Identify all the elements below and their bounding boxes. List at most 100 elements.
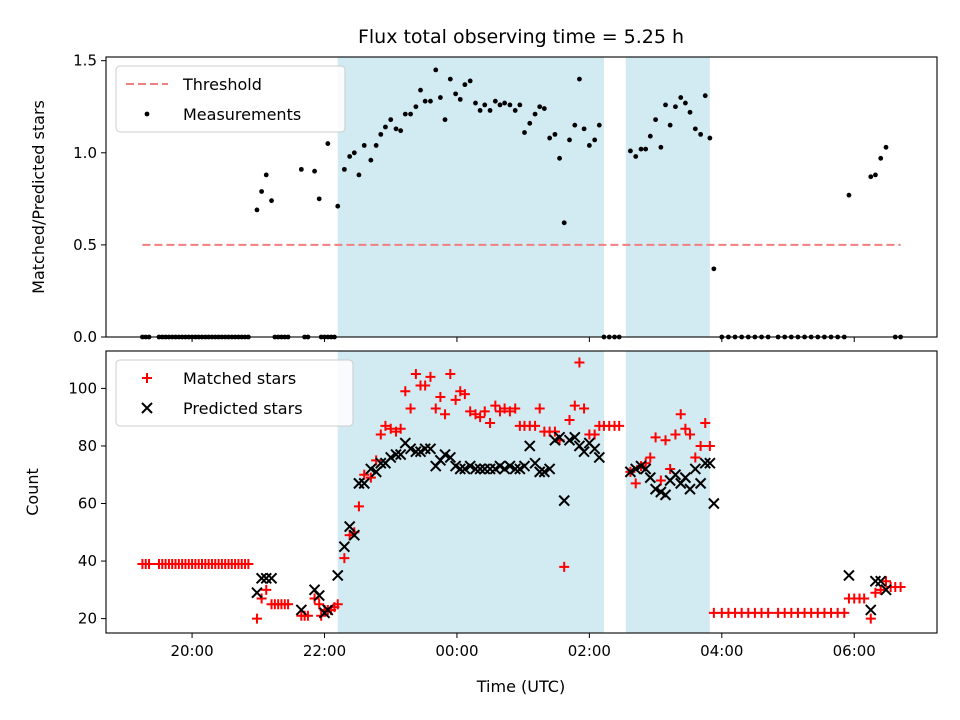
measurement-point: [341, 166, 347, 172]
measurement-point: [707, 135, 713, 141]
y-tick-label: 80: [78, 437, 97, 455]
predicted-star-point: [365, 463, 377, 475]
x-axis-title: Time (UTC): [476, 677, 565, 696]
matched-star-point: [655, 475, 666, 486]
measurement-point: [628, 148, 633, 154]
measurement-point: [541, 106, 547, 111]
measurement-point: [453, 91, 459, 97]
legend-0: Threshold Measurements: [115, 65, 346, 133]
measurement-point: [507, 102, 513, 108]
measurement-point: [581, 126, 587, 132]
predicted-star-point: [644, 471, 656, 484]
measurement-point: [316, 196, 322, 202]
measurement-point: [418, 87, 423, 93]
predicted-star-point: [343, 520, 356, 533]
predicted-star-point: [504, 460, 516, 472]
measurement-point: [447, 76, 453, 82]
measurement-point: [692, 126, 698, 132]
predicted-star-point: [875, 575, 887, 587]
ratio-panel: 0.0 0.5 1.0 1.5 Matched/Predicted stars Thres…: [29, 52, 938, 346]
measurement-point: [592, 137, 598, 143]
measurement-point: [702, 93, 708, 99]
matched-star-point: [763, 607, 774, 618]
measurement-point: [883, 144, 889, 150]
measurement-point: [878, 155, 884, 161]
predicted-star-point: [624, 466, 637, 478]
legend-1: Matched stars Predicted stars: [115, 359, 354, 427]
predicted-star-point: [679, 471, 692, 484]
measurement-point: [373, 143, 379, 148]
series-markers-0: [140, 67, 903, 340]
predicted-star-point: [699, 457, 711, 469]
matched-star-point: [504, 406, 515, 417]
y-tick-label: 40: [78, 552, 97, 570]
predicted-star-point: [358, 477, 370, 490]
measurement-point: [673, 104, 678, 110]
predicted-star-point: [630, 463, 642, 475]
matched-star-point: [680, 423, 691, 434]
measurement-point: [492, 98, 498, 104]
measurement-point: [868, 174, 874, 180]
matched-star-point: [479, 406, 490, 417]
y-tick-label: 0.0: [73, 328, 97, 346]
matched-star-point: [425, 371, 436, 382]
predicted-star-point: [588, 443, 601, 455]
measurement-point: [596, 122, 602, 128]
predicted-star-point: [251, 587, 263, 599]
matched-star-point: [640, 458, 651, 469]
measurement-point: [653, 117, 658, 123]
matched-star-point: [865, 613, 876, 624]
predicted-star-point: [313, 589, 325, 602]
measurement-point: [643, 146, 649, 152]
measurement-point: [259, 189, 265, 194]
measurement-point: [647, 133, 653, 139]
legend-matched-swatch: [142, 373, 152, 383]
matched-star-point: [704, 440, 715, 451]
legend-label: Predicted stars: [183, 399, 303, 418]
measurement-point: [522, 130, 527, 135]
matched-star-point: [665, 463, 676, 474]
plot-frame-1: [105, 350, 938, 634]
matched-star-point: [690, 452, 701, 463]
matched-star-point: [475, 412, 486, 423]
measurement-point: [517, 102, 523, 108]
matched-star-point: [302, 610, 313, 621]
matched-star-point: [490, 400, 501, 411]
matched-star-point: [314, 599, 325, 610]
predicted-star-point: [424, 443, 437, 455]
measurement-point: [433, 67, 439, 73]
matched-star-point: [645, 452, 656, 463]
predicted-star-point: [694, 477, 707, 490]
x-tick-label: 00:00: [435, 642, 478, 660]
measurement-point: [667, 122, 673, 128]
measurement-point: [846, 192, 852, 198]
measurement-point: [586, 143, 592, 148]
x-tick-label: 22:00: [303, 642, 346, 660]
measurement-point: [663, 102, 668, 108]
measurement-point: [497, 102, 503, 108]
matched-star-point: [875, 584, 886, 595]
chart-title: Flux total observing time = 5.25 h: [358, 26, 684, 48]
predicted-star-point: [880, 584, 892, 596]
matched-star-point: [564, 415, 575, 426]
legend-label: Threshold: [182, 75, 262, 94]
matched-star-point: [309, 593, 320, 604]
x-tick-label: 04:00: [700, 642, 743, 660]
predicted-star-point: [454, 463, 466, 475]
matched-star-point: [445, 369, 456, 380]
measurement-point: [512, 108, 518, 113]
measurement-point: [557, 155, 562, 161]
matched-star-point: [359, 469, 370, 480]
y-tick-label: 0.5: [73, 236, 97, 254]
measurement-point: [678, 95, 684, 100]
predicted-star-point: [410, 446, 422, 458]
measurement-point: [527, 120, 533, 126]
measurement-point: [347, 154, 353, 159]
predicted-star-point: [843, 569, 855, 582]
matched-star-point: [144, 558, 155, 569]
matched-star-point: [499, 403, 510, 414]
measurement-point: [698, 131, 704, 137]
matched-star-point: [559, 561, 570, 572]
matched-star-point: [574, 357, 585, 368]
